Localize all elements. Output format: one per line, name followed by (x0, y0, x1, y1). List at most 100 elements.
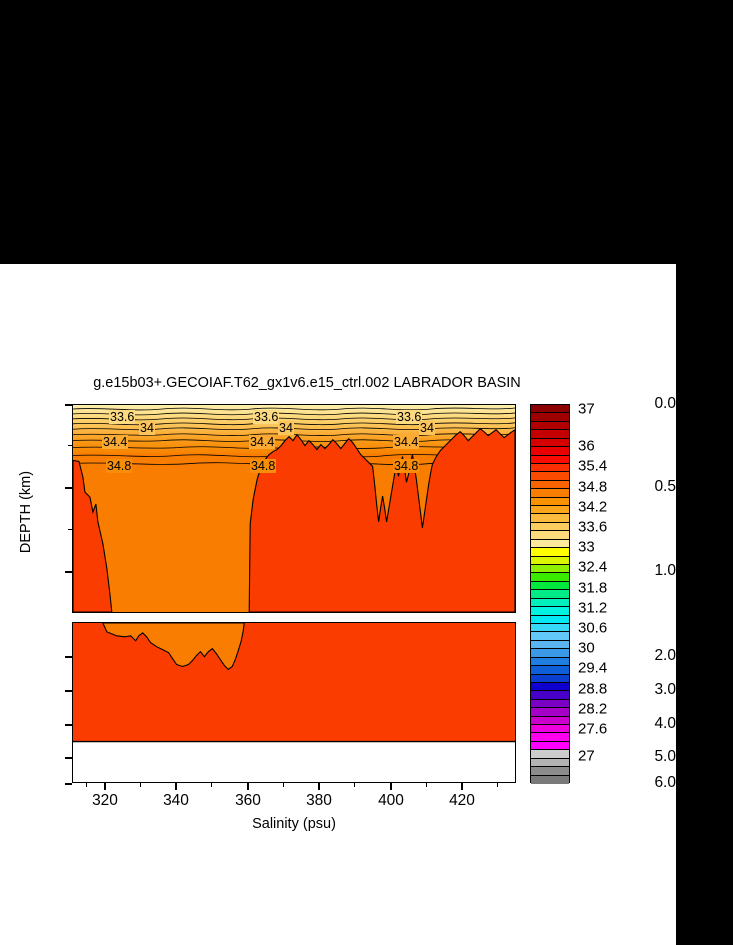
contour-label: 33.6 (109, 410, 136, 424)
y-tick-0.0 (65, 404, 72, 406)
colorbar-segment (531, 430, 569, 439)
x-tick-360 (247, 783, 249, 790)
colorbar-segment (531, 531, 569, 540)
colorbar-segment (531, 632, 569, 641)
x-tick-400 (390, 783, 392, 790)
y-tick-5.0 (65, 757, 72, 759)
contour-label: 34.8 (106, 459, 133, 473)
colorbar-segment (531, 708, 569, 717)
colorbar-segment (531, 699, 569, 709)
colorbar-segment (531, 480, 569, 490)
x-tick-label: 380 (306, 792, 332, 809)
colorbar-label: 32.4 (578, 558, 608, 576)
colorbar-segment (531, 682, 569, 692)
x-minor-tick (211, 783, 213, 787)
y-tick-label: 2.0 (654, 647, 676, 664)
colorbar-segment (531, 539, 569, 549)
contour-label: 34.4 (249, 435, 276, 449)
y-tick-label: 3.0 (654, 681, 676, 698)
y-tick-label: 5.0 (654, 748, 676, 765)
contour-label: 34 (419, 421, 435, 435)
colorbar-segment (531, 725, 569, 734)
colorbar-label: 27.6 (578, 720, 608, 738)
colorbar-segment (531, 691, 569, 700)
colorbar-segment (531, 489, 569, 498)
colorbar-label: 31.2 (578, 599, 608, 617)
colorbar-label: 37 (578, 400, 595, 418)
x-minor-tick (140, 783, 142, 787)
x-tick-label: 340 (163, 792, 189, 809)
x-tick-420 (461, 783, 463, 790)
colorbar-segment (531, 506, 569, 515)
y-minor-tick (68, 529, 72, 531)
y-tick-label: 4.0 (654, 715, 676, 732)
colorbar-segment (531, 514, 569, 523)
colorbar-segment (531, 649, 569, 658)
colorbar-segment (531, 674, 569, 683)
y-tick-6.0 (65, 783, 72, 785)
colorbar-segment (531, 657, 569, 667)
colorbar-label: 35.4 (578, 457, 608, 475)
colorbar-label: 36 (578, 437, 595, 455)
colorbar-segment (531, 581, 569, 591)
y-tick-0.5 (65, 487, 72, 489)
x-minor-tick (354, 783, 356, 787)
y-tick-3.0 (65, 690, 72, 692)
colorbar-segment (531, 607, 569, 616)
x-tick-label: 360 (235, 792, 261, 809)
colorbar-segment (531, 640, 569, 650)
colorbar-label: 28.8 (578, 680, 608, 698)
upper-depth-panel: 33.6 34 34.4 34.8 33.6 34 34.4 34.8 33.6… (72, 404, 516, 613)
x-minor-tick (497, 783, 499, 787)
x-axis-title: Salinity (psu) (252, 816, 336, 832)
colorbar-label: 33.6 (578, 518, 608, 536)
colorbar-segment (531, 615, 569, 624)
colorbar-segment (531, 455, 569, 464)
colorbar-label: 30 (578, 639, 595, 657)
contour-label: 34 (278, 421, 294, 435)
y-tick-1.0 (65, 571, 72, 573)
x-tick-320 (104, 783, 106, 790)
colorbar-label: 31.8 (578, 579, 608, 597)
colorbar-label: 33 (578, 538, 595, 556)
x-tick-label: 420 (449, 792, 475, 809)
x-minor-tick (283, 783, 285, 787)
colorbar-segment (531, 413, 569, 422)
upper-panel-plot (73, 405, 515, 612)
contour-label: 34.4 (102, 435, 129, 449)
y-tick-label: 0.5 (654, 478, 676, 495)
chart-title: g.e15b03+.GECOIAF.T62_gx1v6.e15_ctrl.002… (93, 375, 521, 391)
colorbar[interactable] (530, 404, 570, 784)
contour-label: 33.6 (253, 410, 280, 424)
x-tick-label: 320 (92, 792, 118, 809)
colorbar-segment (531, 421, 569, 431)
colorbar-segment (531, 405, 569, 414)
colorbar-segment (531, 741, 569, 751)
colorbar-label: 27 (578, 747, 595, 765)
lower-depth-panel (72, 622, 516, 783)
contour-label: 34 (139, 421, 155, 435)
colorbar-segment (531, 472, 569, 481)
colorbar-segment (531, 522, 569, 532)
contour-label: 34.4 (393, 435, 420, 449)
colorbar-label: 34.8 (578, 478, 608, 496)
contour-label: 34.8 (250, 459, 277, 473)
figure-canvas: g.e15b03+.GECOIAF.T62_gx1v6.e15_ctrl.002… (0, 264, 676, 945)
y-axis-title: DEPTH (km) (18, 470, 34, 554)
y-tick-label: 6.0 (654, 774, 676, 791)
colorbar-segment (531, 463, 569, 473)
y-tick-label: 0.0 (654, 395, 676, 412)
colorbar-segment (531, 767, 569, 776)
colorbar-segment (531, 733, 569, 742)
colorbar-segment (531, 548, 569, 557)
x-minor-tick (426, 783, 428, 787)
x-minor-tick (86, 783, 88, 787)
colorbar-segment (531, 590, 569, 599)
colorbar-label: 34.2 (578, 498, 608, 516)
y-tick-2.0 (65, 656, 72, 658)
x-tick-label: 400 (378, 792, 404, 809)
contour-label: 33.6 (396, 410, 423, 424)
colorbar-segment (531, 556, 569, 566)
colorbar-segment (531, 438, 569, 448)
